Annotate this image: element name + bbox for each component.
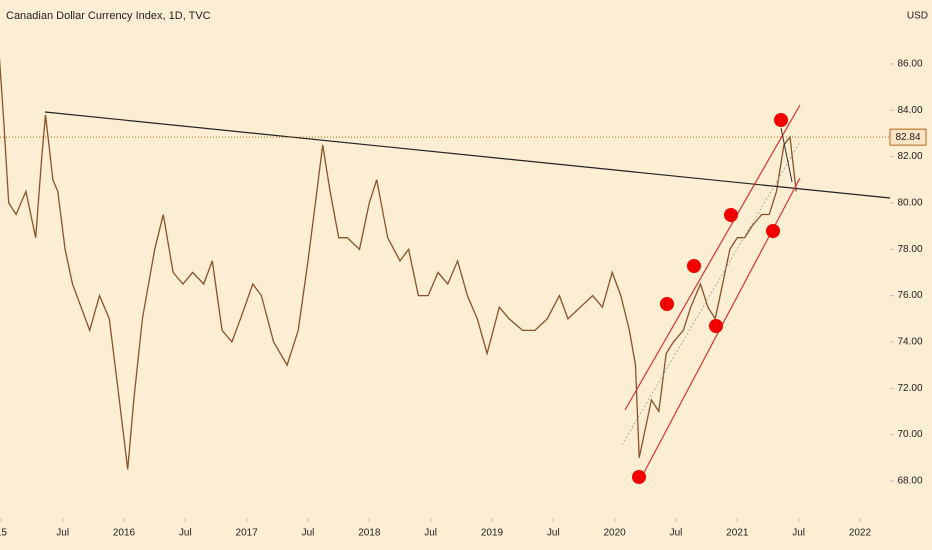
pivot-dot (709, 319, 723, 333)
x-tick-label: 2021 (726, 528, 749, 539)
y-tick-label: 86.00 (897, 59, 922, 70)
x-tick-label: 2019 (481, 528, 504, 539)
y-tick-label: 82.00 (897, 151, 922, 162)
x-tick-label: 2018 (358, 528, 381, 539)
channel-upper (624, 104, 801, 411)
x-tick-label: Jul (302, 528, 315, 539)
y-tick-label: 74.00 (897, 337, 922, 348)
trend-line (44, 111, 891, 199)
x-tick-label: 2017 (236, 528, 259, 539)
channel-mid (621, 141, 801, 446)
pivot-dot (632, 470, 646, 484)
y-tick-label: 76.00 (897, 290, 922, 301)
y-tick-label: 84.00 (897, 105, 922, 116)
y-tick-label: 80.00 (897, 198, 922, 209)
y-tick-label: 78.00 (897, 244, 922, 255)
drawings (44, 104, 891, 484)
last-price-box (889, 128, 927, 146)
pivot-dot (687, 259, 701, 273)
pivot-dot (660, 297, 674, 311)
x-tick-label: Jul (547, 528, 560, 539)
x-tick-label: 2016 (113, 528, 136, 539)
x-tick-label: Jul (179, 528, 192, 539)
y-tick-label: 70.00 (897, 429, 922, 440)
pivot-dot (766, 224, 780, 238)
last-price-label: 82.84 (895, 132, 920, 143)
pivot-dot (774, 113, 788, 127)
y-tick-label: 68.00 (897, 476, 922, 487)
chart-title: Canadian Dollar Currency Index, 1D, TVC (6, 10, 211, 22)
x-tick-label: 15 (0, 528, 7, 539)
price-line (0, 56, 797, 470)
x-tick-label: Jul (670, 528, 683, 539)
x-tick-label: Jul (56, 528, 69, 539)
projection (780, 127, 793, 183)
pivot-dot (724, 208, 738, 222)
y-tick-label: 72.00 (897, 383, 922, 394)
currency-label: USD (907, 11, 928, 22)
x-tick-label: Jul (792, 528, 805, 539)
x-tick-label: 2020 (604, 528, 627, 539)
x-tick-label: Jul (424, 528, 437, 539)
x-tick-label: 2022 (849, 528, 872, 539)
